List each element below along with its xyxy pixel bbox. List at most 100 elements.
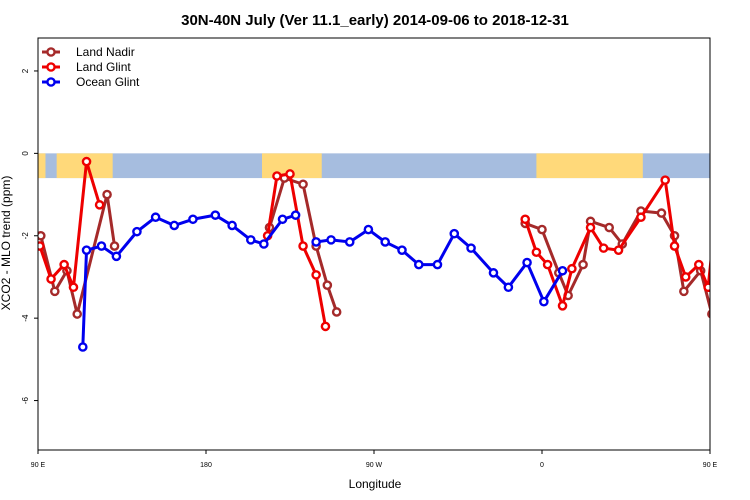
land-glint-point xyxy=(38,241,45,251)
land-nadir-point xyxy=(707,309,710,319)
ocean-glint-point xyxy=(245,235,256,245)
legend-item-ocean-glint: Ocean Glint xyxy=(42,75,140,89)
y-axis: 2 0 -2 -4 -6 xyxy=(21,68,38,404)
ocean-glint-point xyxy=(169,220,180,231)
land-glint-point xyxy=(272,171,282,181)
ocean-glint-point xyxy=(539,296,549,307)
land-nadir-point xyxy=(746,242,750,249)
legend-item-land-nadir: Land Nadir xyxy=(42,45,135,59)
land-glint-point xyxy=(298,241,308,251)
y-tick-label: -6 xyxy=(21,396,30,404)
series-land-glint xyxy=(38,156,738,332)
land-glint-point xyxy=(567,263,577,274)
x-tick-label: 0 xyxy=(540,462,544,469)
land-band xyxy=(38,153,46,179)
land-glint-line xyxy=(38,160,102,289)
legend-marker xyxy=(46,77,56,87)
legend-label: Land Glint xyxy=(76,60,131,74)
land-nadir-point xyxy=(578,259,588,270)
ocean-glint-point xyxy=(714,343,721,350)
land-glint-point xyxy=(531,247,542,258)
land-nadir-point xyxy=(109,241,120,251)
ocean-glint-point xyxy=(733,242,740,249)
land-glint-point xyxy=(703,282,710,293)
ocean-glint-point xyxy=(227,220,237,231)
y-tick-label: -2 xyxy=(21,232,30,240)
legend-marker xyxy=(46,47,56,57)
ocean-glint-point xyxy=(380,237,391,247)
y-axis-label: XCO2 - MLO trend (ppm) xyxy=(0,176,13,311)
land-glint-point xyxy=(46,274,56,284)
ocean-glint-point xyxy=(397,245,407,255)
land-glint-point xyxy=(68,282,79,293)
land-nadir-point xyxy=(604,222,615,233)
ocean-glint-point xyxy=(522,257,532,268)
legend-label: Land Nadir xyxy=(76,45,135,59)
land-nadir-point xyxy=(38,230,46,241)
y-tick-label: 2 xyxy=(21,68,30,73)
ocean-glint-point xyxy=(210,210,221,220)
land-nadir-point xyxy=(72,309,82,319)
land-nadir-point xyxy=(679,286,689,297)
ocean-glint-point xyxy=(326,235,336,245)
ocean-glint-point xyxy=(413,259,424,270)
x-tick-label: 90 E xyxy=(703,462,718,469)
map-strip xyxy=(38,153,710,179)
ocean-glint-line xyxy=(717,217,750,347)
land-glint-point xyxy=(613,245,624,255)
legend-item-land-glint: Land Glint xyxy=(42,60,131,74)
ocean-glint-point xyxy=(488,268,499,278)
x-axis-label: Longitude xyxy=(349,477,402,491)
land-nadir-point xyxy=(537,224,547,235)
land-glint-point xyxy=(598,243,609,253)
ocean-glint-point xyxy=(449,228,460,239)
ocean-glint-point xyxy=(432,259,443,270)
ocean-glint-point xyxy=(557,265,568,276)
land-nadir-line xyxy=(524,209,710,313)
y-tick-label: 0 xyxy=(21,151,30,156)
plot-frame xyxy=(37,37,711,451)
ocean-glint-point xyxy=(111,251,122,262)
land-nadir-point xyxy=(102,189,112,200)
series-layer xyxy=(38,156,750,352)
land-nadir-point xyxy=(50,286,60,297)
land-glint-point xyxy=(542,259,553,270)
ocean-glint-point xyxy=(503,282,514,293)
x-tick-label: 180 xyxy=(200,462,212,469)
land-glint-point xyxy=(680,272,691,282)
ocean-glint-point xyxy=(132,226,142,237)
ocean-glint-point xyxy=(81,245,92,255)
x-tick-label: 90 W xyxy=(366,462,383,469)
land-glint-point xyxy=(718,158,725,165)
land-nadir-point xyxy=(738,191,745,198)
land-glint-line xyxy=(266,172,327,327)
land-glint-point xyxy=(731,201,738,208)
land-glint-point xyxy=(585,222,596,233)
land-nadir-point xyxy=(331,307,342,317)
land-glint-point xyxy=(694,259,704,270)
legend-label: Ocean Glint xyxy=(76,75,140,89)
legend-marker xyxy=(46,62,56,72)
ocean-glint-point xyxy=(290,210,301,220)
land-glint-point xyxy=(636,212,646,223)
ocean-glint-point xyxy=(150,212,161,223)
land-nadir-point xyxy=(298,179,308,190)
land-glint-point xyxy=(320,321,331,332)
land-glint-point xyxy=(669,241,680,251)
land-glint-point xyxy=(660,175,671,185)
ocean-glint-point xyxy=(188,214,198,225)
land-glint-point xyxy=(59,259,69,270)
land-glint-point xyxy=(311,270,321,280)
land-band xyxy=(536,153,643,179)
ocean-glint-point xyxy=(78,342,88,352)
ocean-glint-point xyxy=(718,247,725,254)
ocean-glint-point xyxy=(277,214,288,225)
series-ocean-glint xyxy=(78,210,750,352)
x-axis: 90 E 180 90 W 0 90 E xyxy=(31,450,718,469)
ocean-glint-point xyxy=(96,241,107,251)
ocean-glint-point xyxy=(344,237,355,247)
land-glint-point xyxy=(285,169,295,179)
chart-title: 30N-40N July (Ver 11.1_early) 2014-09-06… xyxy=(181,12,569,29)
land-nadir-point xyxy=(656,208,667,218)
